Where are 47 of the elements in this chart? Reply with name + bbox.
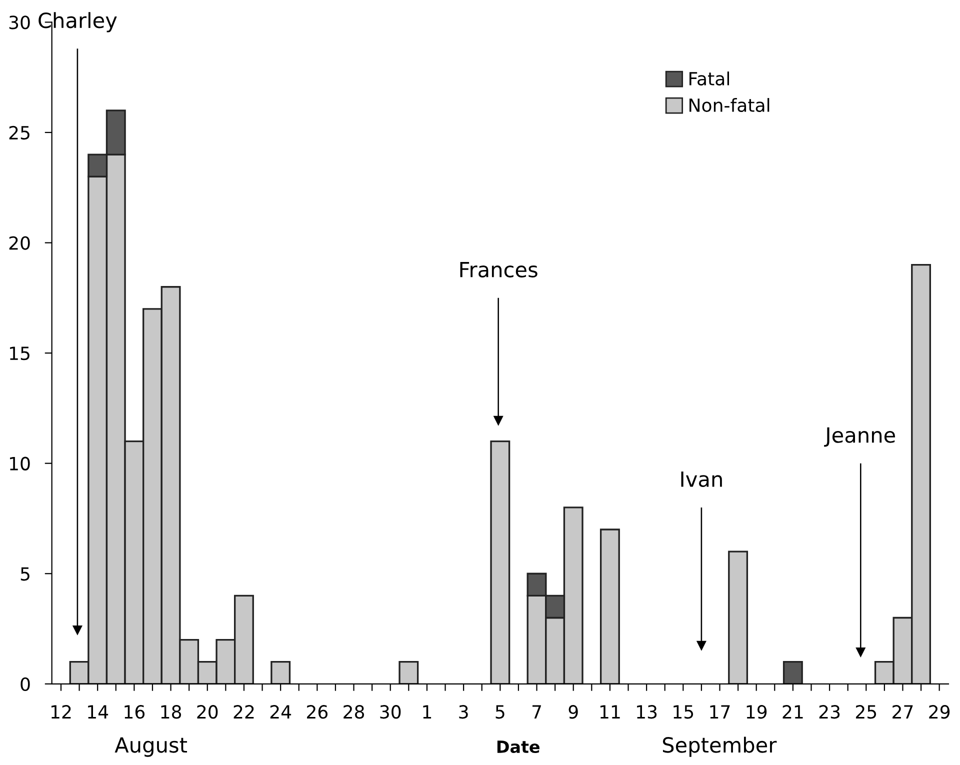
y-tick-label: 30: [9, 16, 30, 30]
x-tick-label: 16: [124, 705, 145, 719]
x-tick-label: 7: [532, 705, 541, 718]
x-tick-label: 14: [88, 705, 108, 718]
x-tick-label: 12: [51, 705, 71, 718]
bar: [782, 661, 803, 684]
y-tick-label: 15: [10, 346, 30, 360]
x-axis-title: Date: [497, 740, 540, 754]
annotation: Jeanne: [824, 427, 896, 447]
x-tick-label: 28: [344, 705, 364, 719]
x-tick-label: 25: [856, 705, 876, 719]
annotation: Ivan: [681, 472, 722, 488]
bar: [600, 528, 620, 684]
annotation: Frances: [460, 262, 538, 278]
x-tick-label: 24: [270, 705, 292, 718]
text: September: [662, 736, 777, 757]
x-tick-label: 29: [929, 705, 950, 719]
y-tick-label: 25: [9, 126, 30, 140]
x-tick-label: 13: [637, 705, 657, 719]
x-tick-label: 30: [380, 705, 401, 719]
y-tick-label: 0: [20, 677, 30, 692]
legend-label: Fatal: [690, 72, 730, 86]
x-tick-label: 3: [459, 705, 468, 719]
x-tick-label: 19: [746, 705, 767, 719]
text: August: [114, 737, 188, 757]
bar: [398, 661, 419, 684]
x-tick-label: 26: [307, 705, 328, 719]
x-tick-label: 21: [782, 705, 803, 718]
x-tick-label: 15: [674, 705, 694, 719]
x-tick-label: 27: [892, 705, 913, 718]
x-tick-label: 20: [197, 705, 218, 719]
x-tick-label: 1: [423, 705, 432, 718]
bar: [270, 661, 291, 684]
y-tick-label: 5: [20, 567, 30, 581]
x-tick-label: 22: [234, 705, 254, 718]
x-tick-label: 5: [496, 705, 504, 719]
x-tick-label: 18: [161, 705, 182, 719]
y-tick-label: 20: [9, 236, 30, 250]
x-tick-label: 23: [819, 705, 840, 719]
bar: [728, 550, 748, 684]
x-tick-label: 9: [568, 705, 578, 719]
annotation: Charley: [38, 12, 117, 32]
bar: [490, 440, 510, 684]
x-tick-label: 17: [710, 705, 730, 718]
y-tick-label: 10: [10, 456, 30, 470]
x-tick-label: 11: [600, 705, 620, 718]
legend-label: Non-fatal: [690, 98, 770, 112]
